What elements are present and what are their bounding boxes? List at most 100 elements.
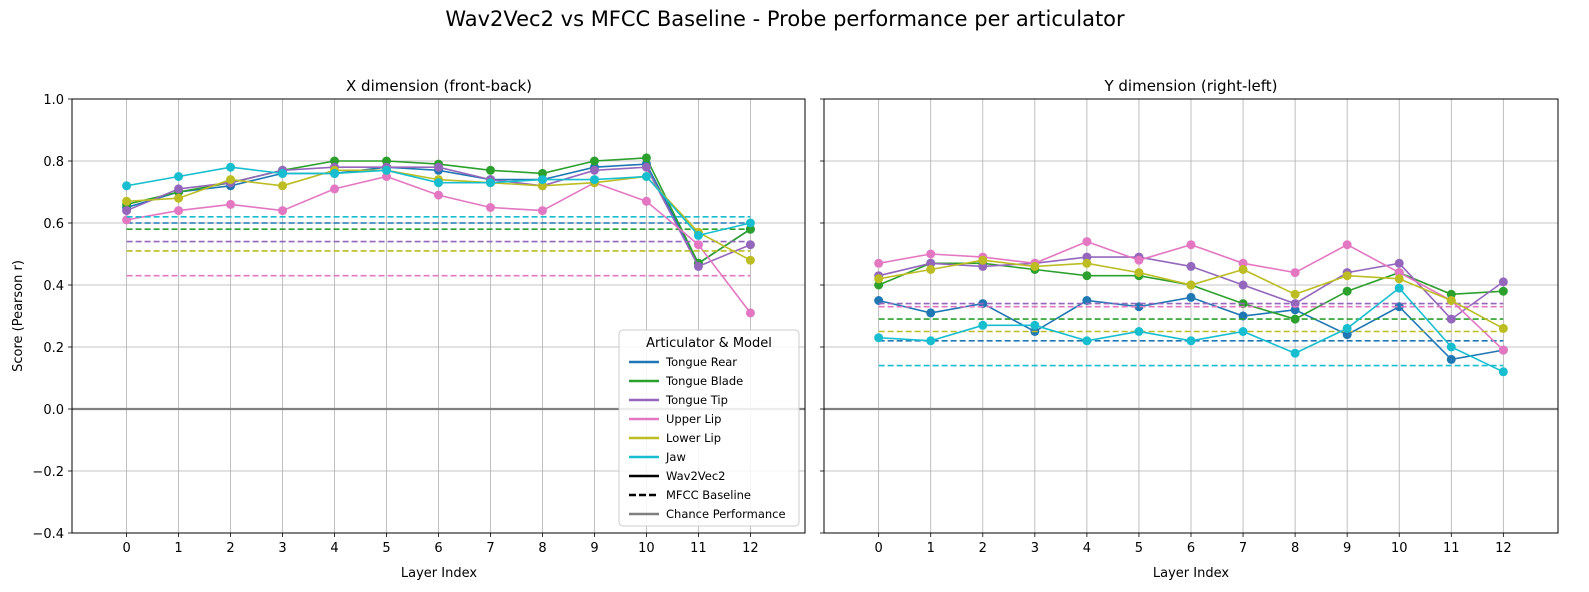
data-point-tongue-tip: [978, 261, 988, 271]
data-point-tongue-tip: [641, 162, 651, 172]
legend-entry-label: MFCC Baseline: [666, 488, 751, 502]
x-tick-label: 1: [927, 541, 935, 556]
data-point-jaw: [1030, 320, 1040, 330]
data-point-tongue-tip: [1446, 314, 1456, 324]
data-point-lower-lip: [874, 274, 884, 284]
data-point-jaw: [745, 218, 755, 228]
x-tick-label: 7: [1239, 541, 1247, 556]
legend-entry-label: Tongue Rear: [665, 355, 737, 369]
data-point-jaw: [874, 333, 884, 343]
x-tick-label: 2: [226, 541, 234, 556]
data-point-upper-lip: [1186, 240, 1196, 250]
data-point-tongue-tip: [1290, 299, 1300, 309]
data-point-tongue-blade: [1342, 286, 1352, 296]
data-point-upper-lip: [226, 199, 236, 209]
x-tick-label: 5: [1135, 541, 1143, 556]
data-point-lower-lip: [1030, 261, 1040, 271]
x-axis-label-right: Layer Index: [1153, 566, 1229, 581]
data-point-upper-lip: [382, 172, 392, 181]
panel-x-title: X dimension (front-back): [346, 77, 532, 95]
data-point-tongue-tip: [174, 184, 184, 194]
data-point-upper-lip: [1498, 345, 1508, 355]
y-tick-label: −0.4: [32, 527, 64, 542]
data-point-jaw: [1290, 348, 1300, 358]
legend-entry-label: Chance Performance: [666, 507, 786, 521]
data-point-tongue-blade: [1290, 314, 1300, 324]
data-point-jaw: [174, 172, 184, 181]
data-point-upper-lip: [1394, 268, 1404, 278]
data-point-tongue-rear: [1238, 311, 1248, 321]
data-point-upper-lip: [278, 206, 288, 216]
x-tick-label: 10: [638, 541, 655, 556]
data-point-tongue-blade: [589, 156, 599, 166]
x-tick-label: 9: [590, 541, 598, 556]
data-point-tongue-tip: [693, 261, 703, 271]
data-point-tongue-rear: [1394, 302, 1404, 312]
data-point-tongue-blade: [330, 156, 340, 166]
data-point-jaw: [330, 168, 340, 178]
data-point-tongue-rear: [1134, 302, 1144, 312]
data-point-upper-lip: [537, 206, 547, 216]
data-point-upper-lip: [485, 203, 495, 212]
data-point-jaw: [1186, 336, 1196, 346]
data-point-tongue-tip: [1186, 261, 1196, 271]
legend-frame: [618, 329, 800, 527]
panel-y-title: Y dimension (right-left): [1103, 77, 1277, 95]
y-tick-label: 0.8: [43, 155, 64, 170]
data-point-tongue-blade: [382, 156, 392, 166]
data-point-lower-lip: [1186, 280, 1196, 290]
data-point-lower-lip: [174, 193, 184, 203]
x-tick-label: 12: [742, 541, 759, 556]
data-point-tongue-rear: [1290, 305, 1300, 315]
data-point-lower-lip: [1290, 289, 1300, 299]
data-point-lower-lip: [1446, 296, 1456, 305]
data-point-lower-lip: [1134, 268, 1144, 278]
legend-entry-label: Wav2Vec2: [666, 469, 726, 483]
data-point-tongue-tip: [589, 165, 599, 175]
data-point-tongue-rear: [1082, 296, 1092, 305]
y-tick-label: 0.6: [43, 217, 64, 232]
data-point-upper-lip: [693, 240, 703, 250]
data-point-tongue-tip: [1082, 252, 1092, 262]
data-point-jaw: [1082, 336, 1092, 346]
data-point-tongue-rear: [1342, 330, 1352, 340]
panel-x-dimension: X dimension (front-back) Score (Pearson …: [11, 77, 806, 581]
data-point-jaw: [1238, 327, 1248, 336]
data-point-lower-lip: [1082, 258, 1092, 268]
data-point-lower-lip: [1498, 323, 1508, 333]
data-point-jaw: [278, 168, 288, 178]
data-point-tongue-blade: [485, 165, 495, 175]
data-point-lower-lip: [537, 181, 547, 191]
data-point-tongue-blade: [1082, 271, 1092, 281]
legend-entry-label: Tongue Tip: [665, 393, 728, 407]
x-tick-label: 3: [1031, 541, 1039, 556]
data-point-upper-lip: [1134, 255, 1144, 265]
data-point-tongue-blade: [874, 280, 884, 290]
data-point-lower-lip: [978, 255, 988, 265]
data-point-jaw: [978, 320, 988, 330]
data-point-jaw: [226, 162, 236, 172]
data-point-jaw: [589, 175, 599, 185]
data-point-lower-lip: [1394, 274, 1404, 284]
y-tick-label: 0.4: [43, 279, 64, 294]
data-point-lower-lip: [278, 181, 288, 191]
data-point-lower-lip: [1238, 265, 1248, 274]
data-point-upper-lip: [745, 308, 755, 318]
x-tick-label: 7: [486, 541, 494, 556]
x-tick-label: 1: [174, 541, 182, 556]
data-point-jaw: [382, 165, 392, 175]
data-point-tongue-blade: [537, 168, 547, 178]
data-point-tongue-tip: [1498, 277, 1508, 287]
data-point-upper-lip: [1082, 237, 1092, 247]
data-point-upper-lip: [434, 190, 443, 200]
data-point-upper-lip: [641, 196, 651, 206]
data-point-upper-lip: [926, 249, 936, 259]
x-tick-label: 6: [434, 541, 442, 556]
data-point-jaw: [1134, 327, 1144, 336]
x-tick-label: 4: [1083, 541, 1091, 556]
data-point-tongue-blade: [641, 153, 651, 163]
legend: Articulator & Model Tongue Rear Tongue Bl…: [618, 329, 800, 527]
x-tick-label: 5: [382, 541, 390, 556]
data-point-tongue-rear: [874, 296, 884, 305]
